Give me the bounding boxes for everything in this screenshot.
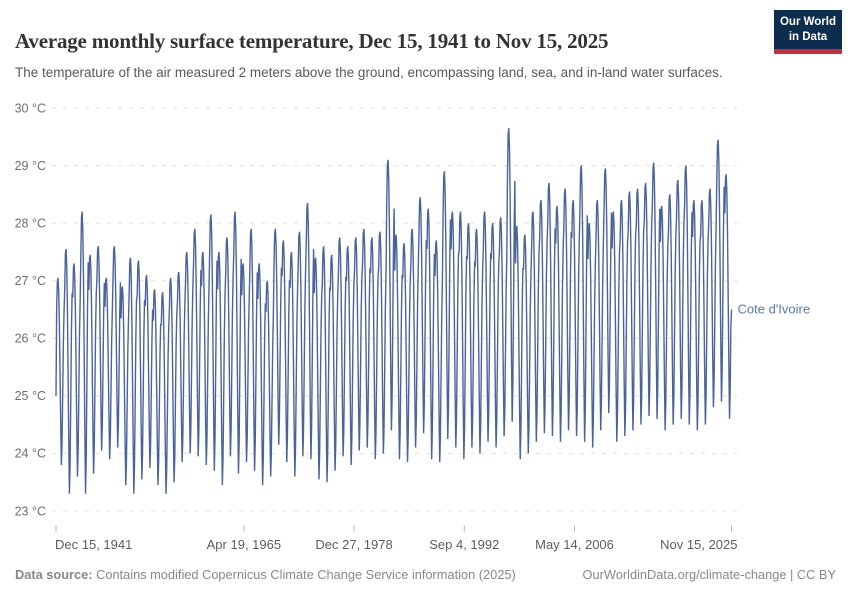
chart-footer: Data source: Contains modified Copernicu… [15,567,836,582]
data-source-label: Data source: [15,567,93,582]
x-tick-label: Dec 15, 1941 [55,537,132,552]
y-tick-label: 27 °C [15,274,46,288]
page-title: Average monthly surface temperature, Dec… [15,29,609,54]
series-label[interactable]: Cote d'Ivoire [738,302,811,317]
y-tick-label: 24 °C [15,447,46,461]
temperature-series-line[interactable] [55,128,733,494]
x-tick-label: Nov 15, 2025 [660,537,737,552]
y-tick-label: 30 °C [15,101,46,115]
owid-logo-line1: Our World [779,16,836,28]
x-tick-label: Dec 27, 1978 [315,537,392,552]
owid-logo-line2: in Data [788,30,828,43]
x-tick-label: Apr 19, 1965 [207,537,281,552]
y-tick-label: 29 °C [15,159,46,173]
owid-credit-link[interactable]: OurWorldinData.org/climate-change | CC B… [582,567,836,582]
chart-subtitle: The temperature of the air measured 2 me… [15,64,723,80]
y-tick-label: 23 °C [15,504,46,518]
y-tick-label: 25 °C [15,389,46,403]
x-tick-label: May 14, 2006 [535,537,614,552]
y-tick-label: 28 °C [15,216,46,230]
data-source-text: Contains modified Copernicus Climate Cha… [92,567,516,582]
y-tick-label: 26 °C [15,332,46,346]
owid-logo[interactable]: Our World in Data [774,10,842,54]
data-source-note: Data source: Contains modified Copernicu… [15,567,516,582]
x-tick-label: Sep 4, 1992 [429,537,499,552]
